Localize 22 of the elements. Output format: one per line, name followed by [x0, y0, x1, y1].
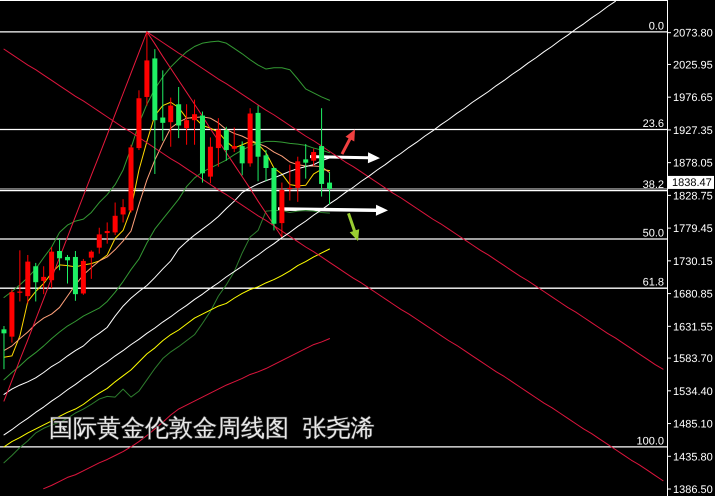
- y-tick-label: 1386.50: [673, 484, 713, 496]
- annotation: 50.0: [642, 228, 664, 240]
- y-tick-label: 2073.80: [673, 28, 713, 40]
- y-tick-label: 1730.15: [673, 256, 713, 268]
- y-tick-label: 1927.35: [673, 124, 713, 137]
- y-tick-label: 1435.80: [673, 451, 713, 464]
- annotation: 100.0: [636, 435, 664, 448]
- y-tick-label: 1680.85: [673, 288, 713, 301]
- y-tick-label: 1878.05: [673, 158, 713, 170]
- annotation: 38.2: [642, 179, 664, 192]
- annotation: 61.8: [642, 276, 664, 289]
- annotation: 0.0: [648, 20, 664, 32]
- annotation: 23.6: [642, 118, 664, 130]
- ref-line-label: 1838.47: [672, 176, 712, 189]
- y-tick-label: 1534.40: [673, 386, 713, 398]
- y-tick-label: 1976.65: [673, 92, 713, 104]
- y-tick-label: 1583.70: [673, 353, 713, 366]
- y-tick-label: 1631.55: [673, 321, 713, 334]
- y-tick-label: 2025.95: [673, 59, 713, 72]
- y-tick-label: 1779.45: [673, 223, 713, 236]
- y-tick-label: 1485.10: [673, 418, 713, 431]
- y-tick-label: 1828.75: [673, 190, 713, 202]
